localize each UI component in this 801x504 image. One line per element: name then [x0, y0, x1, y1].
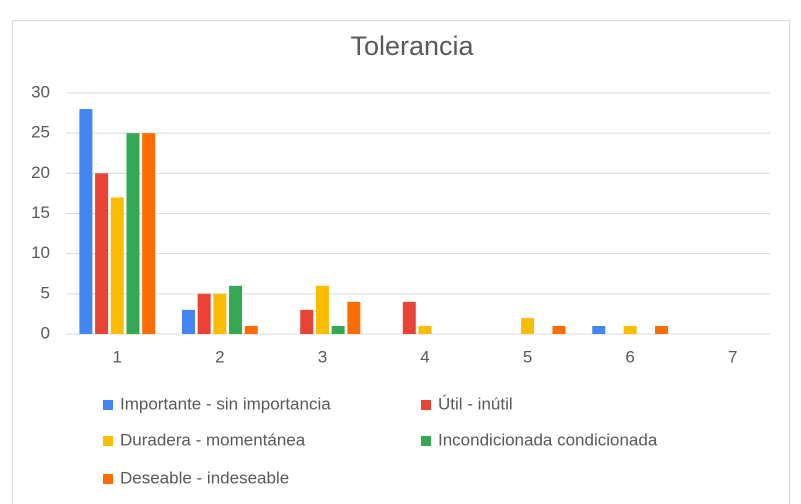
bar — [95, 173, 109, 334]
legend-swatch — [103, 474, 113, 484]
legend-label: Útil - inútil — [438, 394, 513, 413]
bar — [552, 325, 566, 334]
legend-label: Incondicionada condicionada — [438, 430, 658, 449]
y-tick-label: 10 — [31, 243, 50, 262]
x-tick-label: 4 — [420, 347, 429, 366]
bar — [418, 325, 432, 334]
y-tick-label: 15 — [31, 203, 50, 222]
y-tick-label: 0 — [41, 323, 50, 342]
bar — [79, 109, 93, 334]
bar — [197, 293, 211, 334]
bar — [521, 317, 535, 334]
chart-border — [12, 20, 790, 504]
bar — [315, 285, 329, 334]
bar — [300, 309, 314, 334]
legend-swatch — [421, 436, 431, 446]
bar — [623, 325, 637, 334]
bar — [110, 197, 124, 334]
bar — [655, 325, 669, 334]
legend-label: Deseable - indeseable — [120, 468, 289, 487]
bar — [126, 133, 140, 334]
y-tick-label: 5 — [41, 283, 50, 302]
legend-swatch — [103, 400, 113, 410]
x-tick-label: 5 — [523, 347, 532, 366]
x-tick-label: 6 — [625, 347, 634, 366]
chart-title: Tolerancia — [350, 31, 474, 61]
bar — [229, 285, 243, 334]
x-tick-label: 1 — [113, 347, 122, 366]
bar — [331, 325, 345, 334]
bar — [142, 133, 156, 334]
bar — [402, 301, 416, 334]
bar — [347, 301, 361, 334]
bar — [592, 325, 606, 334]
x-tick-label: 3 — [318, 347, 327, 366]
legend-label: Importante - sin importancia — [120, 394, 331, 413]
legend-swatch — [103, 436, 113, 446]
bar — [244, 325, 258, 334]
bar — [213, 293, 227, 334]
bar — [181, 309, 195, 334]
legend-swatch — [421, 400, 431, 410]
x-tick-label: 7 — [728, 347, 737, 366]
y-tick-label: 20 — [31, 163, 50, 182]
legend-label: Duradera - momentánea — [120, 430, 306, 449]
y-tick-label: 25 — [31, 123, 50, 142]
x-tick-label: 2 — [215, 347, 224, 366]
y-tick-label: 30 — [31, 82, 50, 101]
